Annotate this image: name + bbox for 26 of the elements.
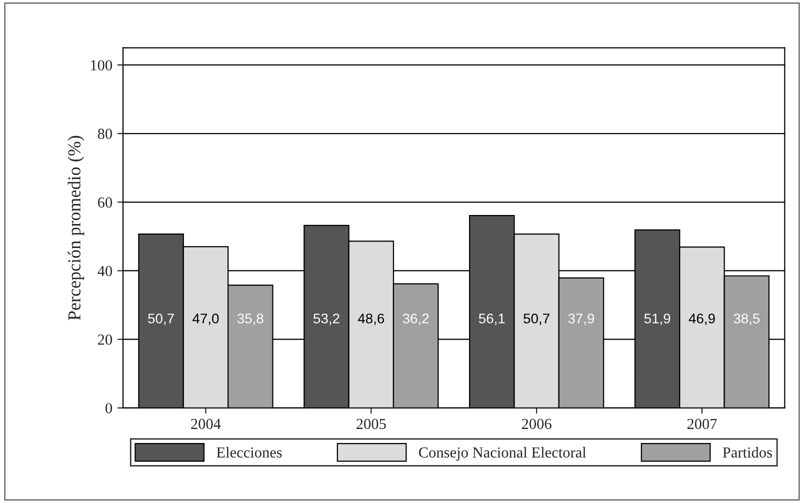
y-tick-label: 20 xyxy=(98,334,112,345)
data-label: 35,8 xyxy=(237,314,264,326)
y-tick-label: 40 xyxy=(98,266,112,276)
y-axis-title: Percepción promedio (%) xyxy=(68,136,84,320)
data-label: 47,0 xyxy=(192,314,219,326)
data-label: 48,6 xyxy=(358,314,384,326)
data-label: 56,1 xyxy=(478,314,505,326)
y-tick-label: 0 xyxy=(106,403,112,414)
x-tick-label: 2005 xyxy=(356,418,386,430)
data-label: 51,9 xyxy=(644,314,670,326)
y-tick-label: 60 xyxy=(98,197,112,208)
data-label: 36,2 xyxy=(402,314,429,326)
data-label: 37,9 xyxy=(568,314,594,326)
data-label: 46,9 xyxy=(688,314,715,326)
data-label: 50,7 xyxy=(148,314,174,326)
legend-label: Partidos xyxy=(722,446,772,458)
y-tick-label: 100 xyxy=(91,60,112,70)
x-tick-label: 2007 xyxy=(687,418,717,430)
x-tick-label: 2004 xyxy=(191,418,221,430)
data-label: 50,7 xyxy=(524,314,550,326)
legend-label: Elecciones xyxy=(216,446,282,458)
legend-label: Consejo Nacional Electoral xyxy=(419,446,586,461)
y-tick-label: 80 xyxy=(98,128,112,139)
x-tick-label: 2006 xyxy=(522,418,552,430)
data-label: 38,5 xyxy=(734,314,760,326)
data-label: 53,2 xyxy=(314,314,340,326)
